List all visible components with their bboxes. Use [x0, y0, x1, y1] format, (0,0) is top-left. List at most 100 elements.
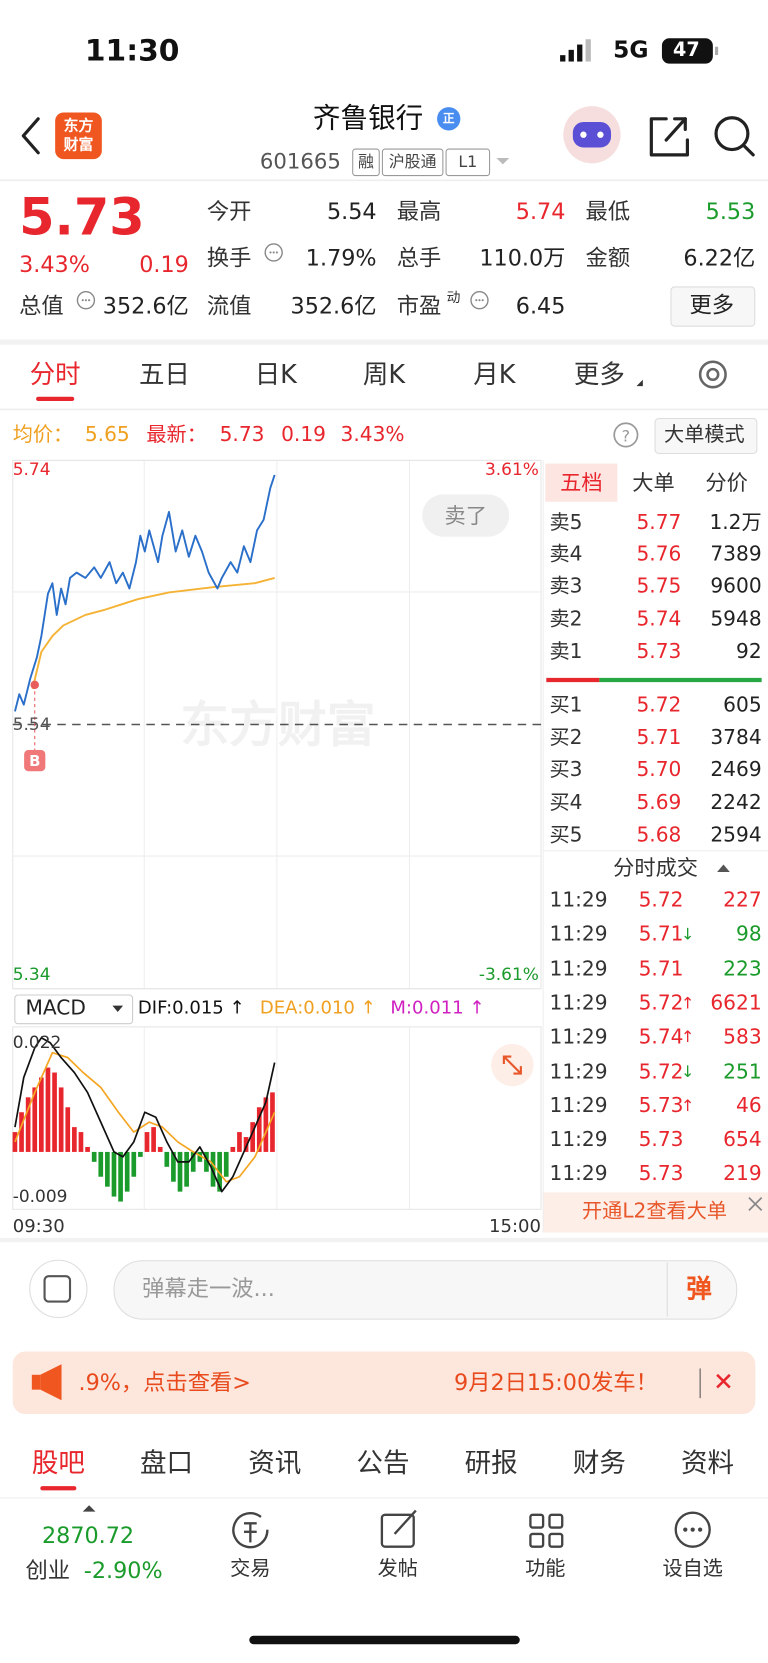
macd-bar: [39, 1077, 44, 1152]
danmaku-button[interactable]: 弹: [686, 1274, 712, 1304]
tag-box: [352, 148, 380, 177]
trade-arrow: ↓: [681, 924, 695, 944]
promo-bar[interactable]: [543, 1192, 768, 1233]
index-value[interactable]: 2870.72: [41, 1522, 135, 1549]
macd-bar: [263, 1097, 269, 1152]
battery-tip: [714, 46, 719, 56]
trade-volume: 6621: [710, 991, 762, 1015]
bottom-tab[interactable]: 盘口: [140, 1447, 194, 1479]
stock-tag: 沪股通: [388, 152, 437, 172]
macd-bar: [105, 1151, 110, 1187]
comment-icon[interactable]: [29, 1259, 88, 1319]
info-dot: [478, 299, 481, 302]
search-icon[interactable]: [714, 116, 755, 157]
logo-text[interactable]: 东方: [63, 117, 94, 135]
level-label: 卖4: [549, 542, 583, 566]
latest-value: 5.73: [219, 422, 265, 447]
orderbook-tab-active[interactable]: [545, 463, 618, 502]
nav-label[interactable]: 功能: [525, 1556, 566, 1581]
orderbook-tab[interactable]: 五档: [560, 469, 603, 496]
orderbook-tab[interactable]: 分价: [705, 469, 748, 496]
macd-frame: [12, 1026, 542, 1210]
sell-bubble-text[interactable]: 卖了: [444, 502, 487, 529]
verified-badge-text: 正: [442, 111, 455, 126]
info-dot: [269, 251, 272, 254]
bottom-tab[interactable]: 资讯: [248, 1447, 302, 1479]
banner[interactable]: [12, 1351, 756, 1415]
back-icon[interactable]: [21, 117, 40, 155]
promo-text[interactable]: 开通L2查看大单: [582, 1199, 728, 1223]
trade-price: 5.73: [638, 1128, 684, 1152]
bottom-tab[interactable]: 资料: [681, 1447, 735, 1479]
function-icon[interactable]: [529, 1513, 564, 1548]
expand-arrows: [502, 1055, 522, 1075]
field-value: 352.6亿: [290, 293, 377, 319]
trade-time: 11:29: [549, 991, 608, 1015]
field-value: 110.0万: [479, 245, 566, 272]
settings-icon[interactable]: [698, 360, 727, 389]
share-icon[interactable]: [649, 117, 689, 157]
macd-bar: [204, 1151, 209, 1172]
trade-icon[interactable]: [232, 1512, 269, 1549]
robot-icon[interactable]: [563, 106, 621, 164]
banner-right[interactable]: 9月2日15:00发车！: [454, 1370, 658, 1396]
macd-bar: [25, 1097, 31, 1152]
close-banner[interactable]: [716, 1373, 731, 1389]
level-price: 5.71: [636, 726, 682, 750]
trade-arrow: ↓: [681, 1061, 695, 1081]
collapse-arrow[interactable]: [717, 864, 730, 872]
help-icon[interactable]: [613, 422, 639, 448]
chart-tab[interactable]: 日K: [254, 359, 297, 390]
watchlist-icon[interactable]: [674, 1511, 711, 1548]
macd-bar: [52, 1072, 57, 1152]
y-tick-label: 5.54: [12, 713, 51, 735]
post-icon[interactable]: [380, 1509, 417, 1548]
chart-tab[interactable]: 更多: [573, 359, 625, 390]
trade-volume: 46: [735, 1093, 762, 1118]
level-volume: 9600: [710, 574, 762, 598]
bottom-tab[interactable]: 财务: [572, 1447, 626, 1479]
bottom-tab[interactable]: 公告: [356, 1447, 410, 1479]
y-tick-label: 5.74: [12, 459, 51, 480]
mode-button[interactable]: [654, 417, 758, 455]
comment-placeholder: 弹幕走一波...: [142, 1275, 275, 1302]
logo[interactable]: [55, 112, 102, 160]
nav-label[interactable]: 发帖: [377, 1556, 418, 1581]
info-dot: [81, 299, 84, 302]
more-button-label[interactable]: 更多: [689, 292, 735, 318]
chart-tab[interactable]: 周K: [362, 359, 406, 390]
level-price: 5.77: [636, 510, 682, 535]
close-promo[interactable]: [748, 1197, 763, 1211]
orderbook-tab[interactable]: 大单: [632, 469, 675, 496]
field-value: 6.45: [515, 293, 566, 319]
field-value: 1.79%: [305, 245, 377, 272]
trade-price: 5.72: [638, 888, 684, 912]
level-price: 5.75: [636, 574, 682, 598]
nav-label[interactable]: 设自选: [662, 1556, 723, 1581]
trade-price: 5.73: [638, 1162, 684, 1186]
nav-label[interactable]: 交易: [230, 1556, 271, 1581]
macd-bar: [124, 1151, 130, 1192]
logo-text[interactable]: 财富: [63, 136, 94, 154]
bottom-tab[interactable]: 研报: [464, 1447, 518, 1479]
chart-tab[interactable]: 五日: [138, 359, 190, 390]
field-label: 今开: [206, 198, 252, 225]
more-button[interactable]: [670, 286, 756, 327]
right-axis-label: 3.61%: [484, 459, 539, 480]
tab-indicator: [40, 1486, 77, 1491]
sell-bubble[interactable]: [422, 494, 510, 537]
trade-time: 11:29: [549, 1128, 608, 1152]
trade-volume: 227: [723, 888, 762, 912]
comment-input[interactable]: [113, 1260, 738, 1320]
chart-tab[interactable]: 分时: [29, 359, 81, 390]
trades-title: 分时成交: [613, 855, 699, 881]
banner-left[interactable]: .9%，点击查看>: [78, 1370, 251, 1396]
mode-button-label[interactable]: 大单模式: [664, 422, 745, 447]
macd-label[interactable]: MACD: [25, 996, 86, 1020]
level-label: 买2: [549, 726, 583, 750]
field-label-sup: 动: [446, 290, 461, 307]
macd-selector[interactable]: [14, 994, 134, 1025]
bottom-tab[interactable]: 股吧: [31, 1447, 85, 1479]
help-glyph: ?: [622, 426, 630, 445]
chart-tab[interactable]: 月K: [473, 359, 516, 390]
